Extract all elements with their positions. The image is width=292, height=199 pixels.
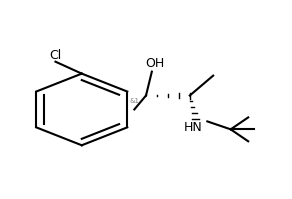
Text: HN: HN [183, 121, 202, 134]
Text: &1: &1 [129, 99, 139, 104]
Text: Cl: Cl [49, 49, 62, 62]
Text: OH: OH [145, 57, 164, 70]
